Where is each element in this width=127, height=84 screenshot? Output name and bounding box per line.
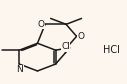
Text: O: O: [37, 20, 44, 29]
Text: N: N: [17, 65, 23, 74]
Text: Cl: Cl: [61, 42, 70, 51]
Text: HCl: HCl: [103, 45, 120, 55]
Text: O: O: [78, 32, 85, 41]
